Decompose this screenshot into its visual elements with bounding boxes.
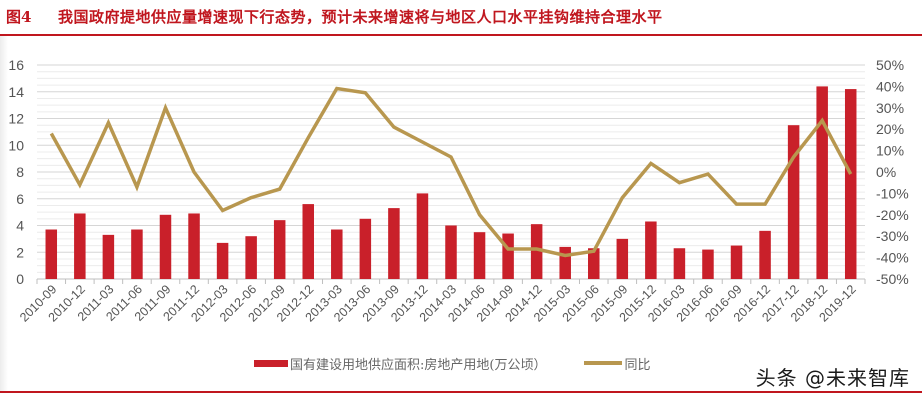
watermark: 头条 @未来智库 [755,366,910,390]
bar [616,238,629,279]
bar [473,232,486,279]
right-axis-tick-label: 10% [876,143,904,159]
bar [74,213,86,279]
bar [331,229,343,279]
right-axis-tick-label: 20% [876,121,904,137]
right-axis-tick-label: 30% [876,100,904,116]
left-axis-tick-label: 16 [8,57,24,73]
bar [730,245,743,279]
left-axis-tick-label: 6 [16,191,24,207]
right-axis-tick-label: -20% [876,207,909,223]
bar [416,193,429,279]
left-axis-tick-label: 0 [16,271,24,287]
left-axis-tick-label: 10 [8,137,24,153]
bar [159,214,172,279]
right-axis-tick-label: -40% [876,250,909,266]
bar [816,86,828,280]
bar-swatch-icon [254,359,288,367]
left-axis-tick-label: 12 [8,111,24,127]
right-axis-tick-label: 40% [876,78,904,94]
right-axis-tick-label: 50% [876,57,904,73]
legend-line-label: 同比 [624,357,651,373]
bar [102,234,115,279]
bar [645,221,657,279]
right-axis-tick-label: 0% [876,164,896,180]
bar [759,230,771,279]
legend-bar-label: 国有建设用地供应面积:房地产用地(万公顷） [290,357,547,373]
chart-legend: 国有建设用地供应面积:房地产用地(万公顷） 同比 [254,353,688,373]
bar [245,236,257,279]
bar [302,204,314,279]
left-axis-tick-label: 2 [16,244,24,260]
left-axis-tick-label: 14 [8,84,24,100]
bar [273,220,286,279]
right-axis-tick-label: -30% [876,228,909,244]
bar [502,233,514,279]
figure-title: 我国政府提地供应量增速现下行态势，预计未来增速将与地区人口水平挂钩维持合理水平 [58,8,663,26]
left-axis-tick-label: 4 [16,218,24,234]
bar [673,248,686,279]
bar [445,225,457,279]
bar [588,248,600,279]
line-swatch-icon [584,361,623,365]
figure-label: 图4 [6,8,32,26]
bar [359,218,372,279]
bar [131,229,143,279]
combo-chart: 0 2 4 6 8 10 12 14 16 -50% -40% -30% -20% -10% 0% 10% 20… [8,57,909,325]
bar [787,125,800,279]
bar [530,224,543,279]
left-edge-shade [0,36,8,391]
right-axis-tick-label: -50% [876,271,909,287]
legend-item-line: 同比 [584,354,650,373]
yoy-line [49,86,853,258]
figure-title-bar: 图4 我国政府提地供应量增速现下行态势，预计未来增速将与地区人口水平挂钩维持合理… [0,0,922,36]
legend-item-bar: 国有建设用地供应面积:房地产用地(万公顷） [254,354,546,373]
bar [559,246,571,279]
bar [844,89,857,279]
bar [388,208,400,279]
bar [188,213,200,279]
bottom-divider [0,391,922,393]
bar [45,229,58,279]
bar [702,249,714,279]
bar [216,242,229,279]
left-axis-tick-label: 8 [16,164,24,180]
right-axis-tick-label: -10% [876,185,909,201]
